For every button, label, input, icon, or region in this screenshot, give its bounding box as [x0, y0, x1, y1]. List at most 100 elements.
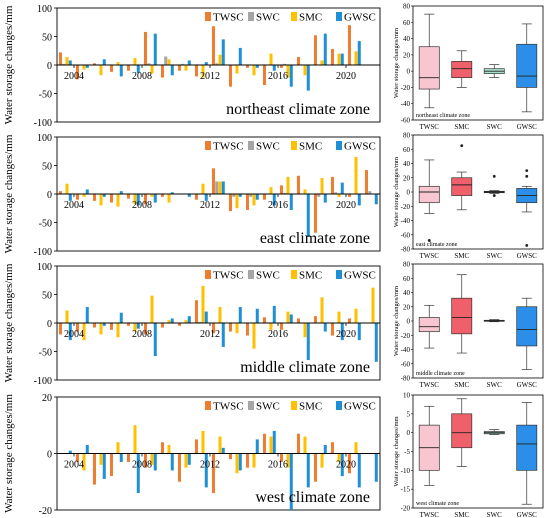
legend-label-twsc: TWSC [213, 12, 244, 24]
bar-smc [150, 453, 154, 465]
bar-twsc [75, 65, 79, 80]
bar-smc [167, 194, 171, 203]
bar-twsc [160, 194, 164, 197]
legend-label-smc: SMC [299, 12, 322, 24]
bar-smc [252, 453, 256, 468]
bar-gwsc [85, 445, 89, 454]
bar-gwsc [102, 453, 106, 479]
bar-twsc [279, 323, 283, 330]
bar-smc [337, 194, 341, 197]
legend-swatch-smc [291, 401, 297, 410]
legend-label-gwsc: GWSC [344, 12, 376, 24]
legend-swatch-gwsc [336, 270, 342, 279]
y-tick-label: 0 [407, 68, 411, 76]
bar-gwsc [85, 189, 89, 194]
zone-label: middle climate zone [416, 371, 465, 377]
y-tick-label: 50 [42, 33, 52, 44]
bar-twsc [109, 453, 113, 477]
bar-gwsc [289, 65, 293, 87]
box-panel-1: -60 -40 -20 0 20 40 60 80 TWSC SMC SWC GWSC northeas… [393, 3, 544, 131]
bar-twsc [330, 442, 334, 454]
bar-gwsc [289, 194, 293, 210]
bar-twsc [296, 433, 300, 454]
y-tick-label: -40 [401, 100, 411, 108]
y-tick-label: 100 [37, 133, 52, 144]
y-axis-label: Water storage changes/mm [3, 134, 15, 253]
outlier-point [525, 169, 529, 173]
y-tick-label: -80 [401, 246, 411, 254]
bar-smc [116, 194, 120, 207]
bar-gwsc [255, 439, 259, 454]
bar-gwsc [153, 194, 157, 203]
x-category-label: GWSC [517, 123, 538, 131]
box-twsc [418, 185, 440, 204]
bar-gwsc [323, 445, 327, 454]
bar-smc [269, 436, 273, 454]
y-axis-label: Water storage changes/mm [393, 416, 400, 486]
x-tick-label: 2016 [268, 329, 288, 340]
legend-label-gwsc: GWSC [344, 401, 376, 413]
y-tick-label: 0 [47, 450, 52, 461]
bar-twsc [143, 31, 147, 65]
bar-twsc [75, 453, 79, 462]
y-tick-label: 20 [42, 393, 52, 404]
zone-label: northeast climate zone [226, 101, 370, 118]
y-tick-label: -60 [401, 117, 411, 125]
bar-smc [99, 453, 103, 465]
bar-gwsc [187, 316, 191, 323]
bar-gwsc [153, 323, 157, 357]
bar-twsc [126, 65, 130, 71]
bar-smc [269, 187, 273, 194]
y-tick-label: 40 [403, 160, 411, 168]
bar-smc [82, 323, 86, 341]
legend-label-twsc: TWSC [213, 141, 244, 153]
x-category-label: SWC [487, 511, 503, 518]
bar-twsc [211, 168, 215, 194]
bar-smc [184, 320, 188, 323]
bar-smc [337, 53, 341, 65]
x-category-label: SMC [454, 511, 469, 518]
y-tick-label: -40 [401, 217, 411, 225]
zone-label: west climate zone [255, 489, 370, 506]
bar-smc [269, 53, 273, 65]
bar-smc [354, 156, 358, 194]
x-tick-label: 2016 [268, 200, 288, 211]
x-tick-label: 2008 [132, 329, 152, 340]
bar-gwsc [255, 65, 259, 68]
bar-smc [184, 65, 188, 71]
bar-gwsc [238, 307, 242, 323]
x-tick-label: 2008 [132, 71, 152, 82]
bar-smc [337, 453, 341, 462]
y-tick-label: 60 [403, 275, 411, 283]
bar-gwsc [272, 194, 276, 206]
bar-twsc [109, 65, 113, 72]
legend-label-smc: SMC [299, 270, 322, 282]
bar-swc [198, 321, 202, 323]
box-panel-4: -20 -15 -10 -5 0 5 10 TWSC SMC SWC GWSC west climat… [393, 392, 544, 518]
bar-twsc [109, 194, 113, 203]
bar-gwsc [85, 307, 89, 323]
bar-smc [235, 194, 239, 209]
zone-label: east climate zone [260, 230, 370, 247]
bar-smc [201, 183, 205, 194]
bar-gwsc [340, 182, 344, 194]
bar-swc [368, 191, 372, 194]
zone-label: middle climate zone [240, 359, 370, 376]
legend-label-smc: SMC [299, 141, 322, 153]
bar-smc [116, 62, 120, 65]
bar-gwsc [102, 194, 106, 197]
bar-twsc [262, 433, 266, 454]
bar-gwsc [340, 453, 344, 477]
bar-twsc [228, 65, 232, 87]
legend-swatch-swc [248, 141, 254, 150]
bar-gwsc [119, 65, 123, 77]
legend-swatch-gwsc [336, 12, 342, 21]
bar-smc [82, 65, 86, 70]
bar-gwsc [255, 308, 259, 323]
y-tick-label: -5 [404, 448, 410, 456]
bar-panel-3: -100 -50 0 50 100 2004 2008 2012 2016 2020 TWSC SWC… [3, 262, 381, 387]
bar-twsc [296, 57, 300, 65]
bar-swc [317, 194, 321, 197]
bar-twsc [58, 52, 62, 65]
